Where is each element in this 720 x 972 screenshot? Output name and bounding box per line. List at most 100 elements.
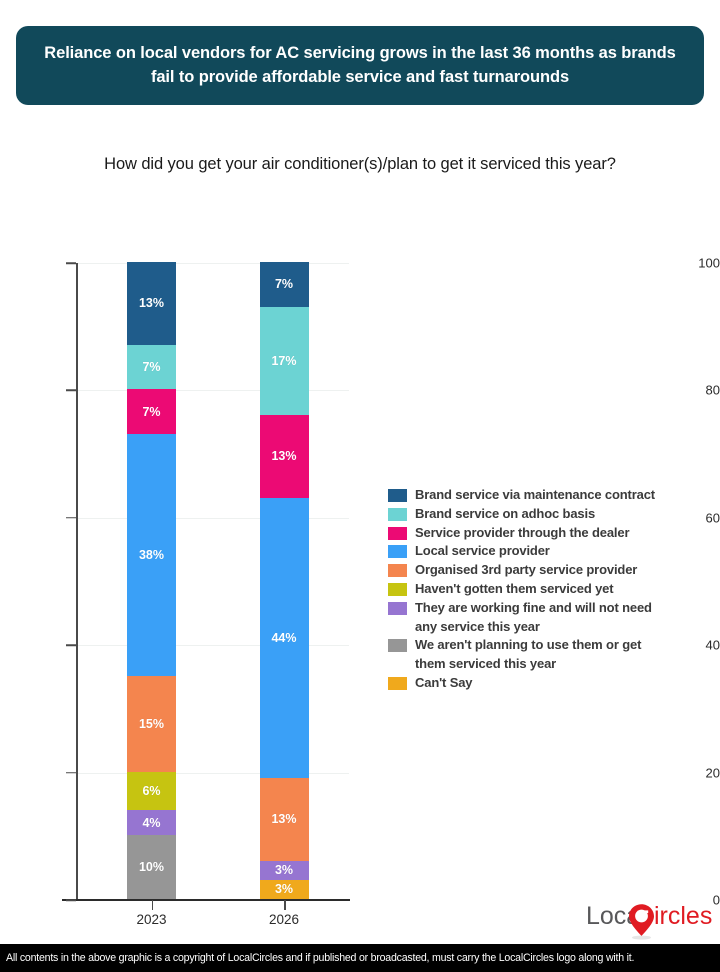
header-banner: Reliance on local vendors for AC servici… <box>16 26 704 105</box>
legend-item-label: any service this year <box>415 618 540 634</box>
gridline <box>77 263 349 264</box>
plot-area <box>77 263 349 900</box>
legend-item-label: We aren't planning to use them or get <box>415 637 642 653</box>
bar-segment[interactable]: 7% <box>259 262 309 307</box>
bar-segment[interactable]: 7% <box>127 344 176 390</box>
legend-color-swatch <box>388 526 407 540</box>
bar-segment-label: 17% <box>271 353 297 368</box>
legend-color-swatch <box>388 564 407 578</box>
y-axis-tick-label: 20 <box>705 765 720 781</box>
stacked-bar[interactable]: 7% 17% 13% 44% 13% 3% 3% <box>259 262 309 899</box>
chart-question: How did you get your air conditioner(s)/… <box>104 155 616 173</box>
y-axis-tick-mark <box>66 644 76 646</box>
bar-segment-label: 44% <box>271 630 297 645</box>
legend-color-swatch <box>388 601 407 615</box>
legend-item[interactable]: Organised 3rd party service provider <box>388 561 700 579</box>
gridline <box>77 390 349 392</box>
stacked-bar-chart: 13% 7% 7% 38% 15% 6% 4% 10% 7% 17% 13% 44% 13% 3% 3% 2… <box>0 250 720 930</box>
legend-item-label: They are working fine and will not need <box>415 599 652 615</box>
legend-item-label: Haven't gotten them serviced yet <box>415 580 614 596</box>
bar-segment-label: 13% <box>271 812 297 827</box>
bar-segment[interactable]: 6% <box>127 771 176 810</box>
logo-text-right: ircles <box>654 902 712 930</box>
bar-segment[interactable]: 38% <box>127 434 176 677</box>
legend-item-continuation: them serviced this year <box>388 655 700 673</box>
legend-color-swatch <box>388 507 407 521</box>
y-axis-tick-label: 0 <box>712 892 720 908</box>
legend-item[interactable]: Brand service via maintenance contract <box>388 486 700 504</box>
y-axis-tick-mark <box>66 771 76 774</box>
bar-segment[interactable]: 7% <box>127 389 176 435</box>
legend-item[interactable]: They are working fine and will not need <box>388 599 700 617</box>
legend-swatch-spacer <box>388 621 407 634</box>
x-axis-tick-label: 2026 <box>268 912 300 927</box>
legend-item[interactable]: We aren't planning to use them or get <box>388 636 700 654</box>
legend-color-swatch <box>388 639 407 653</box>
y-axis-tick-label: 100 <box>698 255 720 271</box>
stacked-bar[interactable]: 13% 7% 7% 38% 15% 6% 4% 10% <box>127 262 176 899</box>
bar-segment[interactable]: 3% <box>259 860 309 880</box>
bar-segment[interactable]: 17% <box>259 306 309 415</box>
footer-copyright-bar: All contents in the above graphic is a c… <box>0 944 720 972</box>
bar-segment[interactable]: 13% <box>127 262 176 345</box>
legend-item-label: them serviced this year <box>415 656 557 672</box>
y-axis-tick-label: 40 <box>705 637 720 653</box>
bar-segment-label: 7% <box>142 360 161 375</box>
footer-copyright-text: All contents in the above graphic is a c… <box>6 952 635 964</box>
legend-item-label: Can't Say <box>415 674 473 690</box>
gridline <box>77 645 349 647</box>
bar-segment-label: 6% <box>142 783 161 798</box>
bar-segment[interactable]: 4% <box>127 809 176 836</box>
legend-swatch-spacer <box>388 658 407 671</box>
legend-item-continuation: any service this year <box>388 618 700 636</box>
bar-segment-label: 13% <box>138 296 165 311</box>
logo-svg: Local ircles <box>586 902 712 940</box>
bar-segment-label: 3% <box>274 882 294 897</box>
x-axis-tick-mark <box>284 900 286 910</box>
bar-segment[interactable]: 10% <box>127 835 176 899</box>
bar-segment-label: 38% <box>138 548 165 563</box>
legend-color-swatch <box>388 676 407 690</box>
legend-item[interactable]: Service provider through the dealer <box>388 524 700 542</box>
y-axis-tick-label: 80 <box>705 382 720 398</box>
y-axis <box>0 263 62 900</box>
legend-item-label: Brand service on adhoc basis <box>415 505 596 521</box>
y-axis-tick-mark <box>66 389 76 392</box>
gridline <box>77 517 349 519</box>
y-axis-line <box>76 263 78 900</box>
bar-segment-label: 15% <box>138 716 165 731</box>
bar-segment-label: 3% <box>274 863 294 878</box>
y-axis-tick-mark <box>66 899 76 901</box>
legend-item[interactable]: Brand service on adhoc basis <box>388 505 700 523</box>
bar-segment-label: 7% <box>274 277 294 292</box>
legend-item-label: Brand service via maintenance contract <box>415 487 655 502</box>
legend-item[interactable]: Local service provider <box>388 542 700 560</box>
bar-segment[interactable]: 15% <box>127 676 176 772</box>
x-axis-line <box>62 899 350 901</box>
legend-item-label: Local service provider <box>415 543 550 559</box>
gridline <box>77 772 349 774</box>
bar-segment-label: 7% <box>142 404 161 419</box>
bar-segment[interactable]: 44% <box>259 497 309 778</box>
legend-item[interactable]: Can't Say <box>388 674 700 692</box>
legend-color-swatch <box>388 489 407 502</box>
logo-pin-icon <box>629 904 654 940</box>
bar-segment[interactable]: 3% <box>259 879 309 899</box>
legend-item-label: Service provider through the dealer <box>415 524 630 540</box>
legend-color-swatch <box>388 582 407 596</box>
legend-color-swatch <box>388 545 407 559</box>
bar-segment-label: 13% <box>271 449 297 464</box>
bar-segment-label: 10% <box>138 860 165 875</box>
y-axis-tick-mark <box>66 262 76 264</box>
x-axis-tick-label: 2023 <box>136 912 167 927</box>
chart-legend: Brand service via maintenance contract Br… <box>388 486 700 693</box>
legend-item-label: Organised 3rd party service provider <box>415 562 638 578</box>
bar-segment[interactable]: 13% <box>259 777 309 861</box>
header-title: Reliance on local vendors for AC servici… <box>44 43 676 86</box>
y-axis-tick-label: 60 <box>705 510 720 526</box>
x-axis-tick-mark <box>151 900 153 910</box>
y-axis-tick-mark <box>66 517 76 519</box>
bar-segment[interactable]: 13% <box>259 414 309 498</box>
legend-item[interactable]: Haven't gotten them serviced yet <box>388 580 700 598</box>
